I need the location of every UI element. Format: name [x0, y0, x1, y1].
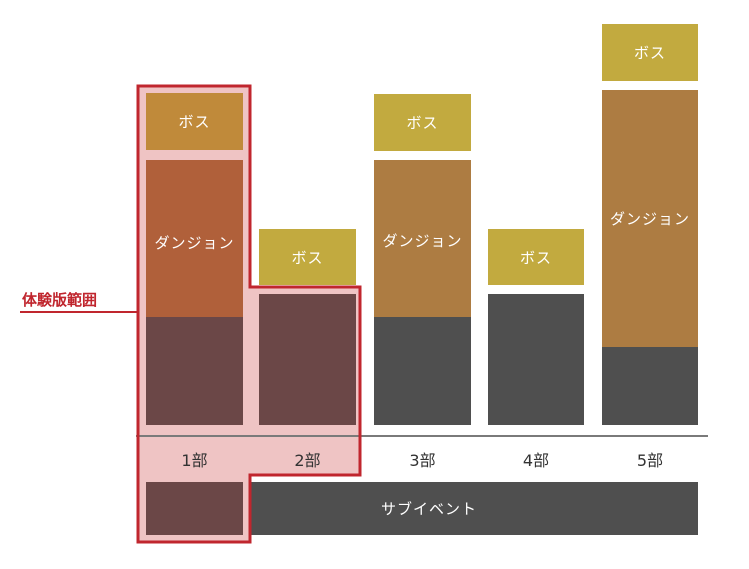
part-label-5: 5部 [636, 451, 664, 470]
part3-dungeon-label: ダンジョン [382, 232, 463, 250]
part5-dungeon-block: ダンジョン [602, 90, 698, 347]
subevent-label: サブイベント [380, 500, 477, 518]
part4-boss-block: ボス [488, 229, 584, 285]
axis-line [136, 435, 708, 437]
part-label-1: 1部 [181, 451, 208, 470]
part1-dungeon-block: ダンジョン [146, 160, 243, 317]
part1-boss-block: ボス [146, 93, 243, 150]
part3-boss-block: ボス [374, 94, 471, 151]
subevent-bar: サブイベント [250, 482, 698, 535]
part1-dungeon-label: ダンジョン [154, 234, 235, 252]
part3-dungeon-block: ダンジョン [374, 160, 471, 317]
part-label-4: 4部 [522, 451, 550, 470]
part2-boss-block: ボス [259, 229, 356, 285]
part5-base-block [602, 347, 698, 425]
part2-boss-label: ボス [291, 248, 324, 267]
part3-boss-label: ボス [406, 114, 439, 132]
part3-base-block [374, 317, 471, 425]
part-label-2: 2部 [294, 451, 321, 470]
part5-boss-label: ボス [633, 44, 666, 62]
subevent-demo-block [146, 482, 243, 535]
part5-dungeon-label: ダンジョン [609, 210, 690, 228]
part5-boss-block: ボス [602, 24, 698, 81]
part1-boss-label: ボス [178, 113, 211, 131]
part4-base-block [488, 294, 584, 425]
part2-base-block [259, 294, 356, 425]
part-label-3: 3部 [409, 451, 436, 470]
part4-boss-label: ボス [519, 248, 552, 267]
demo-range-label: 体験版範囲 [22, 291, 98, 309]
part1-base-block [146, 317, 243, 425]
